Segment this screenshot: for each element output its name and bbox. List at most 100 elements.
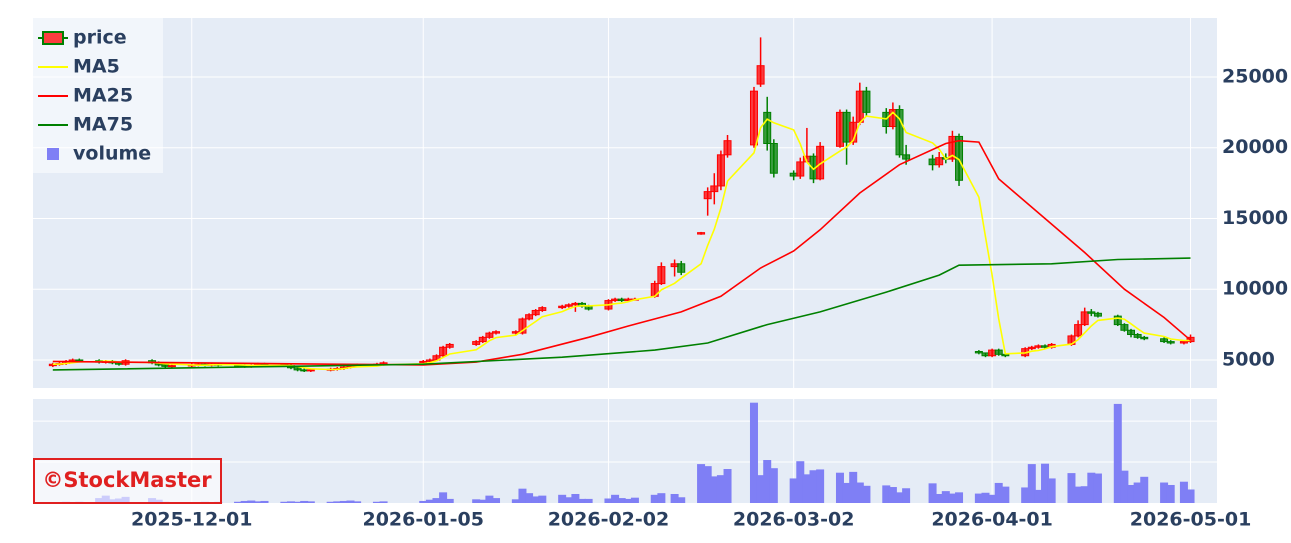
candle-body [1127,329,1136,336]
volume-bar [895,492,904,503]
volume-bar [988,494,997,503]
candle-body [161,364,170,367]
volume-bar [723,469,732,503]
legend-label: MA5 [73,56,120,78]
candle-body [796,161,805,177]
volume-bar [796,461,805,503]
candle-body [935,157,944,166]
candle-body [1160,338,1169,343]
volume-bar [326,501,335,503]
volume-bar [650,494,659,503]
volume-bar [624,498,633,503]
candle-body [478,336,487,343]
candle-body [981,352,990,357]
volume-bar [981,492,990,503]
volume-bar [816,469,825,503]
volume-bar [882,485,891,503]
volume-bar [425,499,434,503]
volume-bar [584,498,593,503]
candle-body [763,111,772,145]
x-tick-label: 2026-03-02 [733,509,855,531]
volume-bar [670,493,679,503]
candle-body [472,341,481,345]
candle-body [677,263,686,273]
candle-body [902,154,911,160]
ma-line [52,257,1191,371]
volume-bar [948,493,957,503]
volume-bar [849,471,858,503]
volume-bar [604,498,613,503]
volume-bar [439,492,448,503]
candle-body [895,109,904,156]
candle-body [657,266,666,285]
volume-bar [902,488,911,503]
volume-bar [538,495,547,503]
candle-body [1120,324,1129,331]
legend-icon [42,31,64,45]
y-tick-label: 15000 [1222,207,1288,229]
volume-bar [253,501,262,503]
candle-body [710,185,719,193]
candle-body [300,369,309,372]
candle-body [564,304,573,307]
volume-bar [935,493,944,503]
volume-bar [789,478,798,503]
candle-body [1041,345,1050,348]
x-tick-label: 2025-12-01 [131,509,253,531]
volume-bar [286,501,295,503]
candle-body [697,232,706,235]
volume-bar [339,500,348,503]
legend-icon [47,148,59,160]
y-tick-label: 20000 [1222,136,1288,158]
candle-body [789,172,798,177]
x-tick-label: 2026-05-01 [1130,509,1252,531]
candle-body [1093,312,1102,317]
volume-bar [1113,403,1122,503]
candle-body [974,350,983,354]
price-plot-area [33,18,1217,388]
legend: price MA5 MA25 MA75 volume [33,18,163,173]
volume-bar [769,468,778,503]
volume-bar [1093,473,1102,503]
candle-body [293,367,302,371]
candle-body [492,331,501,334]
candle-body [994,349,1003,355]
candle-body [1087,311,1096,314]
volume-bar [525,493,534,503]
volume-bar [1067,473,1076,503]
volume-bar [247,500,256,503]
volume-bar [1080,486,1089,503]
candle-body [723,140,732,156]
volume-bar [928,483,937,503]
candle-body [525,314,534,320]
volume-bar [1186,489,1195,503]
volume-bar [1087,472,1096,503]
candle-body [75,359,84,362]
candle-body [1133,334,1142,338]
volume-bar [855,482,864,503]
volume-bar [293,501,302,503]
x-tick-label: 2026-04-01 [931,509,1053,531]
volume-bar [1041,463,1050,503]
candle-body [1113,315,1122,326]
candle-body [835,111,844,147]
volume-bar [611,494,620,503]
x-tick-label: 2026-02-02 [548,509,670,531]
candle-body [611,298,620,302]
volume-bar [703,466,712,503]
volume-bar [716,475,725,503]
volume-bar [1127,484,1136,503]
ma-line [52,111,1191,371]
volume-bar [756,475,765,503]
volume-bar [472,499,481,503]
volume-bar [564,497,573,503]
candle-body [419,360,428,364]
candle-body [928,158,937,166]
candle-body [988,349,997,357]
volume-bar [1160,482,1169,503]
candle-body [1027,346,1036,350]
candle-body [1140,336,1149,340]
volume-bar [353,501,362,503]
volume-bar [445,498,454,503]
